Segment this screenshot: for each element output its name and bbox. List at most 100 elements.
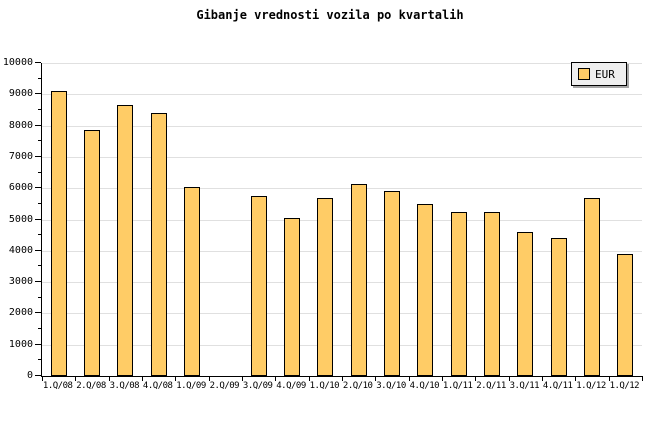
y-axis-tick bbox=[35, 375, 41, 376]
bar bbox=[450, 212, 467, 376]
x-axis-tick-label: 2.Q/09 bbox=[209, 381, 240, 391]
y-axis-tick bbox=[35, 62, 41, 63]
legend: EUR bbox=[571, 62, 627, 86]
x-axis-labels: 1.Q/08 2.Q/08 3.Q/08 4.Q/08 1.Q/09 2.Q/09 3.Q/… bbox=[41, 381, 641, 395]
x-axis-tick bbox=[408, 376, 410, 381]
x-axis-tick-label: 2.Q/08 bbox=[76, 381, 106, 391]
x-axis-tick-label: 1.Q/10 bbox=[309, 381, 340, 391]
gridline bbox=[42, 156, 642, 158]
bar bbox=[350, 184, 367, 376]
x-axis-tick bbox=[108, 376, 110, 381]
x-axis-tick bbox=[342, 376, 343, 381]
bar bbox=[117, 105, 134, 376]
bar bbox=[250, 196, 267, 376]
x-axis-tick-label: 1.Q/12 bbox=[576, 381, 606, 391]
y-axis-tick bbox=[35, 249, 41, 251]
y-axis-minor-tick bbox=[38, 140, 41, 142]
y-axis-minor-tick bbox=[38, 234, 41, 236]
y-axis-tick bbox=[35, 93, 41, 95]
x-axis-tick-label: 4.Q/08 bbox=[142, 381, 173, 391]
y-axis-labels: 0 1000 2000 3000 4000 5000 6000 7000 8000 9000 100… bbox=[0, 58, 35, 381]
gridline bbox=[42, 344, 642, 346]
bar bbox=[484, 212, 500, 376]
gridline bbox=[42, 125, 642, 127]
y-axis-minor-tick bbox=[38, 328, 41, 330]
x-axis-tick-label: 4.Q/10 bbox=[409, 381, 440, 391]
bar bbox=[150, 113, 167, 376]
gridline bbox=[42, 250, 642, 252]
x-axis-tick bbox=[442, 376, 443, 381]
y-axis-tick-label: 2000 bbox=[8, 307, 33, 319]
x-axis-tick-label: 3.Q/11 bbox=[509, 381, 540, 391]
x-axis-tick-label: 1.Q/09 bbox=[176, 381, 206, 391]
bar bbox=[50, 91, 67, 376]
bar bbox=[550, 238, 567, 376]
x-axis-tick-label: 1.Q/11 bbox=[442, 381, 473, 391]
bar bbox=[184, 187, 200, 376]
x-axis-tick bbox=[375, 376, 377, 381]
x-axis-tick-label: 1.Q/08 bbox=[42, 381, 73, 391]
x-axis-tick-label: 2.Q/10 bbox=[342, 381, 373, 391]
bar bbox=[584, 198, 600, 376]
x-axis-tick bbox=[175, 376, 177, 381]
plot-area bbox=[35, 62, 643, 381]
gridline bbox=[42, 94, 642, 96]
x-axis-tick bbox=[42, 376, 43, 381]
x-axis-tick bbox=[75, 376, 77, 381]
x-axis-tick bbox=[508, 376, 510, 381]
x-axis-tick bbox=[575, 376, 577, 381]
y-axis-tick bbox=[35, 343, 41, 345]
gridline bbox=[42, 219, 642, 221]
gridline bbox=[42, 282, 642, 284]
y-axis-minor-tick bbox=[38, 108, 41, 110]
y-axis-tick-label: 10000 bbox=[2, 57, 33, 68]
y-axis-tick-label: 4000 bbox=[8, 244, 33, 256]
x-axis-tick-label: 3.Q/09 bbox=[242, 381, 273, 391]
x-axis-tick bbox=[308, 376, 310, 381]
y-axis-tick-label: 8000 bbox=[8, 119, 33, 131]
x-axis-tick-label: 1.Q/12 bbox=[609, 381, 640, 391]
bar bbox=[617, 254, 634, 376]
x-axis-tick bbox=[642, 376, 643, 381]
y-axis-tick-label: 0 bbox=[26, 370, 33, 381]
bar bbox=[284, 218, 300, 376]
legend-swatch-icon bbox=[578, 68, 590, 80]
gridline bbox=[42, 188, 642, 190]
y-axis-minor-tick bbox=[38, 171, 41, 173]
x-axis-tick-label: 2.Q/11 bbox=[476, 381, 506, 391]
y-axis-tick bbox=[35, 187, 41, 189]
bar bbox=[384, 191, 400, 376]
x-axis-tick bbox=[242, 376, 243, 381]
y-axis-minor-tick bbox=[38, 265, 41, 267]
x-axis-tick bbox=[142, 376, 143, 381]
x-axis-tick bbox=[475, 376, 477, 381]
y-axis-tick-label: 7000 bbox=[8, 150, 33, 162]
gridline bbox=[42, 63, 642, 64]
y-axis-tick bbox=[35, 281, 41, 283]
y-axis-tick-label: 1000 bbox=[8, 338, 33, 350]
x-axis-tick bbox=[275, 376, 277, 381]
x-axis-tick-label: 4.Q/09 bbox=[276, 381, 306, 391]
y-axis-tick bbox=[35, 312, 41, 314]
gridline bbox=[42, 313, 642, 315]
y-axis-tick bbox=[35, 155, 41, 157]
bar bbox=[517, 232, 534, 376]
x-axis-tick-label: 4.Q/11 bbox=[542, 381, 573, 391]
y-axis-minor-tick bbox=[38, 296, 41, 298]
y-axis-minor-tick bbox=[38, 359, 41, 361]
x-axis-tick bbox=[208, 376, 210, 381]
y-axis-tick-label: 6000 bbox=[8, 182, 33, 194]
y-axis-tick-label: 5000 bbox=[8, 213, 33, 225]
x-axis-tick bbox=[608, 376, 610, 381]
y-axis-tick bbox=[35, 218, 41, 220]
bar bbox=[317, 198, 334, 376]
bar bbox=[417, 204, 434, 376]
y-axis-tick bbox=[35, 124, 41, 126]
y-axis-tick-label: 3000 bbox=[8, 276, 33, 288]
x-axis-tick-label: 3.Q/10 bbox=[376, 381, 406, 391]
y-axis-tick-label: 9000 bbox=[8, 88, 33, 100]
y-axis-minor-tick bbox=[38, 202, 41, 204]
bar bbox=[84, 130, 100, 376]
x-axis-tick-label: 3.Q/08 bbox=[109, 381, 140, 391]
